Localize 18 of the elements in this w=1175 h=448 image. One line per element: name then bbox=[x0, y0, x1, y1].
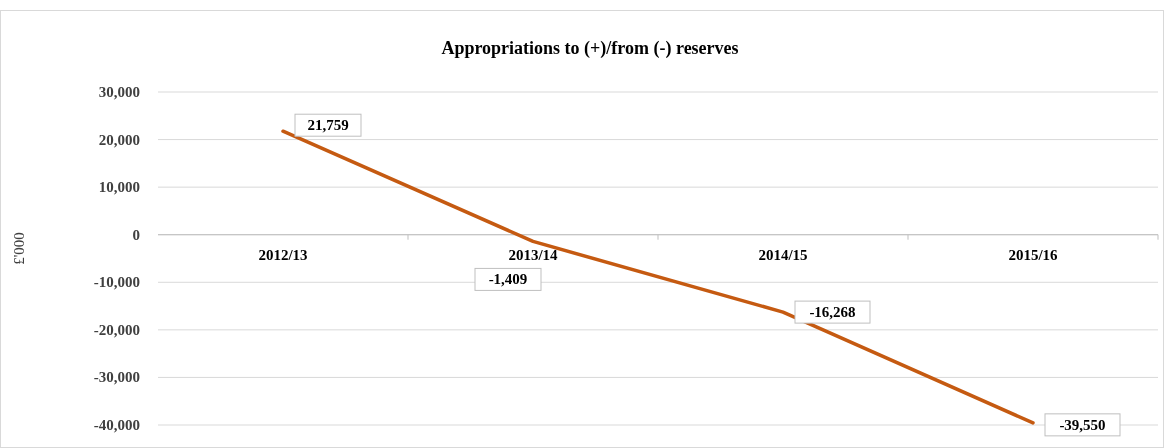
y-tick-label: 0 bbox=[132, 226, 140, 243]
y-tick-label: 10,000 bbox=[98, 179, 140, 196]
x-tick-label: 2012/13 bbox=[258, 246, 308, 263]
y-tick-label: 20,000 bbox=[98, 131, 140, 148]
chart-title: Appropriations to (+)/from (-) reserves bbox=[441, 38, 739, 59]
data-label: -1,409 bbox=[488, 271, 528, 288]
x-tick-label: 2014/15 bbox=[758, 246, 808, 263]
data-label: -16,268 bbox=[809, 304, 856, 321]
y-tick-label: -10,000 bbox=[93, 274, 140, 291]
x-tick-label: 2015/16 bbox=[1008, 246, 1059, 263]
y-tick-label: -30,000 bbox=[93, 369, 140, 386]
y-tick-label: 30,000 bbox=[98, 84, 140, 100]
x-tick-label: 2013/14 bbox=[508, 246, 559, 263]
data-label: -39,550 bbox=[1059, 416, 1106, 433]
y-axis-title: £'000 bbox=[11, 232, 27, 265]
y-tick-label: -20,000 bbox=[93, 321, 140, 338]
data-label: 21,759 bbox=[307, 117, 349, 134]
y-tick-label: -40,000 bbox=[93, 417, 140, 433]
